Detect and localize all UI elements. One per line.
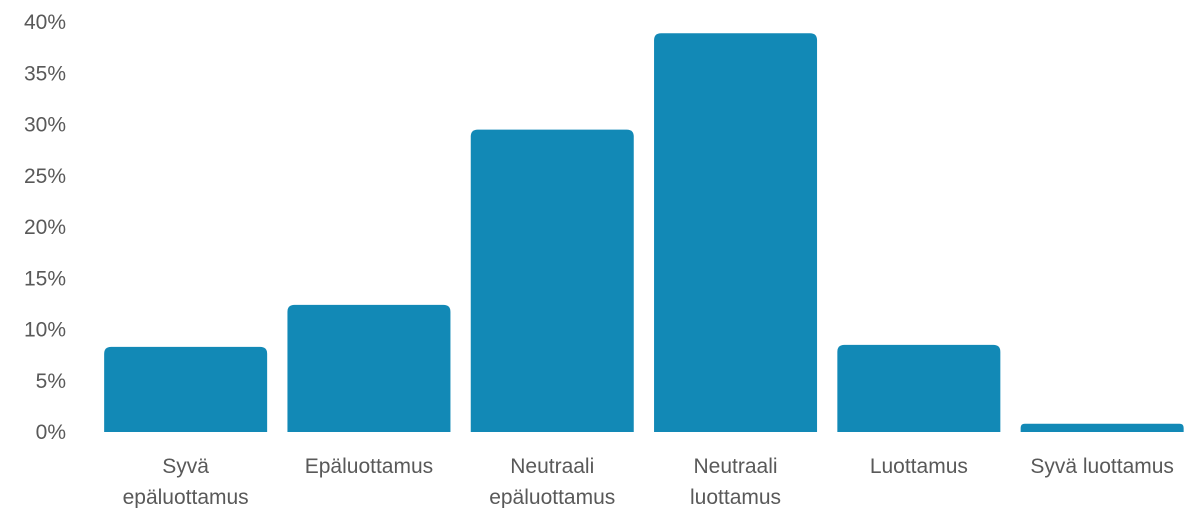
x-category-label-line: epäluottamus <box>123 486 249 508</box>
bar <box>837 344 1001 432</box>
y-tick-label: 20% <box>24 216 66 239</box>
x-category-label-line: Neutraali <box>510 455 594 478</box>
bar <box>1020 423 1184 432</box>
bar <box>104 346 268 432</box>
x-category-label: Neutraali epäluottamus <box>489 455 615 508</box>
y-tick-label: 0% <box>36 421 66 444</box>
y-tick-label: 10% <box>24 319 66 342</box>
x-category-label-line: luottamus <box>690 486 781 508</box>
y-tick-label: 40% <box>24 11 66 34</box>
x-category-label-line: Syvä <box>162 455 209 478</box>
bar <box>654 33 818 433</box>
y-tick-label: 35% <box>24 62 66 85</box>
x-category-label: Luottamus <box>870 455 968 478</box>
bar <box>470 129 634 432</box>
x-category-label-line: Luottamus <box>870 455 968 478</box>
y-tick-label: 30% <box>24 114 66 137</box>
x-axis: Syvä epäluottamus Epäluottamus Neutraali epä… <box>123 455 1174 508</box>
x-category-label-line: Syvä luottamus <box>1030 455 1174 478</box>
bar <box>287 304 451 432</box>
y-tick-label: 5% <box>36 370 66 393</box>
y-tick-label: 25% <box>24 165 66 188</box>
x-category-label: Epäluottamus <box>305 455 433 478</box>
x-category-label: Syvä epäluottamus <box>123 455 249 508</box>
y-axis: 0% 5% 10% 15% 20% 25% 30% 35% 40% <box>24 11 66 444</box>
y-tick-label: 15% <box>24 267 66 290</box>
x-category-label-line: epäluottamus <box>489 486 615 508</box>
x-category-label: Syvä luottamus <box>1030 455 1174 478</box>
x-category-label-line: Neutraali <box>694 455 778 478</box>
bars <box>104 33 1184 433</box>
x-category-label: Neutraali luottamus <box>690 455 781 508</box>
x-category-label-line: Epäluottamus <box>305 455 433 478</box>
